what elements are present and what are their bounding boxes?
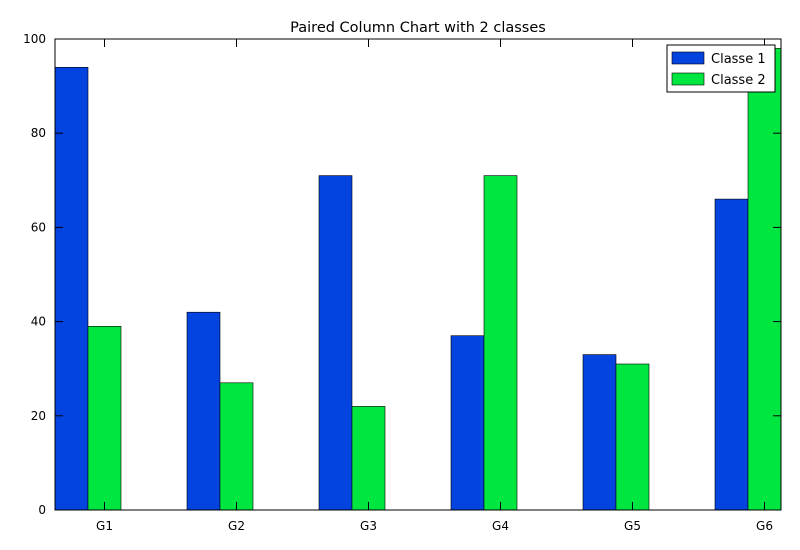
bar-g1-series-1 — [54, 67, 89, 511]
y-tick-label: 80 — [31, 126, 46, 140]
bar-g1-series-2 — [87, 325, 122, 511]
bar-g5-series-2 — [615, 363, 650, 511]
legend-label-series-1: Classe 1 — [711, 52, 766, 67]
x-tick-label-g1: G1 — [96, 519, 113, 533]
bar-g4-series-2 — [483, 175, 518, 511]
bar-g2-series-2 — [219, 382, 254, 511]
x-tick-label-g4: G4 — [492, 519, 509, 533]
bar-g6-series-2 — [747, 48, 782, 511]
y-tick-label: 60 — [31, 220, 46, 234]
bars-layer — [54, 48, 782, 511]
x-tick-label-g6: G6 — [756, 519, 773, 533]
bar-g6-series-1 — [714, 198, 749, 511]
legend-label-series-2: Classe 2 — [711, 73, 766, 88]
y-tick-label: 20 — [31, 409, 46, 423]
legend-swatch-series-2 — [671, 72, 705, 86]
y-tick-label: 0 — [38, 503, 46, 517]
bar-g5-series-1 — [582, 354, 617, 511]
y-tick-label: 100 — [23, 32, 46, 46]
plot-frame — [54, 38, 782, 511]
legend-swatch-series-1 — [671, 51, 705, 65]
bar-g3-series-2 — [351, 406, 386, 511]
x-tick-label-g3: G3 — [360, 519, 377, 533]
axes-layer: 0 20 40 60 80 100 G1 G2 G3 G4 G5 G6 — [23, 32, 782, 533]
chart-title: Paired Column Chart with 2 classes — [290, 20, 546, 36]
y-tick-label: 40 — [31, 315, 46, 329]
x-tick-label-g2: G2 — [228, 519, 245, 533]
bar-g3-series-1 — [318, 175, 353, 511]
x-tick-label-g5: G5 — [624, 519, 641, 533]
legend: Classe 1 Classe 2 — [666, 44, 776, 93]
bar-g2-series-1 — [186, 311, 221, 511]
bar-g4-series-1 — [450, 335, 485, 511]
